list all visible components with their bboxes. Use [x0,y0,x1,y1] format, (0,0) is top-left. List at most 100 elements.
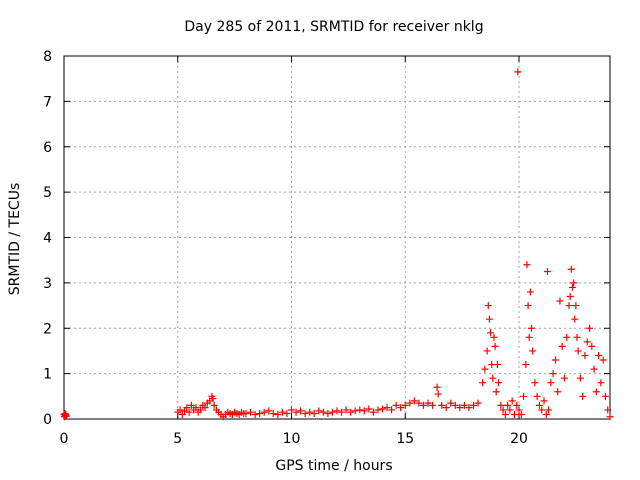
y-tick-label: 8 [43,49,52,65]
data-point [242,410,250,418]
data-point [515,406,523,414]
data-point [490,333,498,341]
data-point [301,410,309,418]
y-axis-label: SRMTID / TECUs [7,183,23,296]
data-point [310,410,318,418]
data-point [522,361,530,369]
data-point [551,356,559,364]
data-point [328,408,336,416]
data-point [424,399,432,407]
data-point [406,399,414,407]
data-point [347,408,355,416]
data-point [369,408,377,416]
data-point [176,406,184,414]
tick-labels: 0 5 10 15 20 0 1 2 3 4 5 6 7 8 [43,49,528,447]
data-point [292,408,300,416]
y-tick-label: 7 [43,94,52,110]
data-point [306,408,314,416]
data-point [187,401,195,409]
data-point [563,333,571,341]
x-tick-label: 10 [283,431,301,447]
data-point [531,379,539,387]
data-point [570,279,578,287]
data-point [542,410,550,418]
x-tick-label: 0 [60,431,69,447]
data-point [586,324,594,332]
data-point [251,410,259,418]
data-point [484,302,492,310]
data-point [429,401,437,409]
data-point [483,347,491,355]
data-point [178,410,186,418]
data-point [447,399,455,407]
data-point [319,408,327,416]
data-point [549,370,557,378]
data-point [568,283,576,291]
data-point [567,265,575,273]
data-point [415,399,423,407]
data-point [474,399,482,407]
data-point [185,408,193,416]
data-point [274,410,282,418]
data-point [492,388,500,396]
data-point [383,404,391,412]
x-tick-label: 20 [510,431,528,447]
x-tick-label: 15 [396,431,414,447]
data-point [604,406,612,414]
data-point [506,406,514,414]
data-point [495,379,503,387]
chart-title: Day 285 of 2011, SRMTID for receiver nkl… [184,19,483,35]
data-point [456,404,464,412]
data-point [278,408,286,416]
data-point [588,342,596,350]
data-point [572,302,580,310]
data-point [558,342,566,350]
data-point [543,268,551,276]
data-point [374,406,382,414]
data-point [260,408,268,416]
data-point [487,329,495,337]
data-point [470,401,477,409]
y-tick-label: 4 [43,231,52,247]
data-point [269,410,277,418]
data-point [504,401,512,409]
data-point [324,410,332,418]
y-tick-label: 6 [43,140,52,156]
data-point [523,261,531,269]
data-point [497,401,505,409]
data-point [288,406,295,414]
data-point [601,392,609,400]
data-point [397,404,405,412]
y-tick-label: 5 [43,185,52,201]
data-point [247,408,255,416]
y-tick-label: 1 [43,367,52,383]
data-point [525,333,533,341]
data-point [183,404,191,412]
data-point [540,397,548,405]
data-point [438,401,446,409]
data-point [595,351,603,359]
data-point [545,406,553,414]
data-point [460,401,468,409]
data-point [419,401,427,409]
grid-lines [64,56,610,419]
data-point [210,401,218,409]
data-point [533,392,541,400]
data-point [356,406,364,414]
data-point [433,383,441,391]
data-point [517,410,525,418]
data-point [520,392,528,400]
data-point [297,407,305,415]
y-tick-label: 2 [43,321,52,337]
data-point [597,379,605,387]
data-point [574,347,582,355]
data-point [561,374,568,382]
data-point [465,404,473,412]
data-point [529,347,537,355]
data-point [434,390,442,398]
data-point [342,406,350,414]
data-point [524,302,532,310]
data-point [360,407,368,415]
data-point [556,297,564,305]
